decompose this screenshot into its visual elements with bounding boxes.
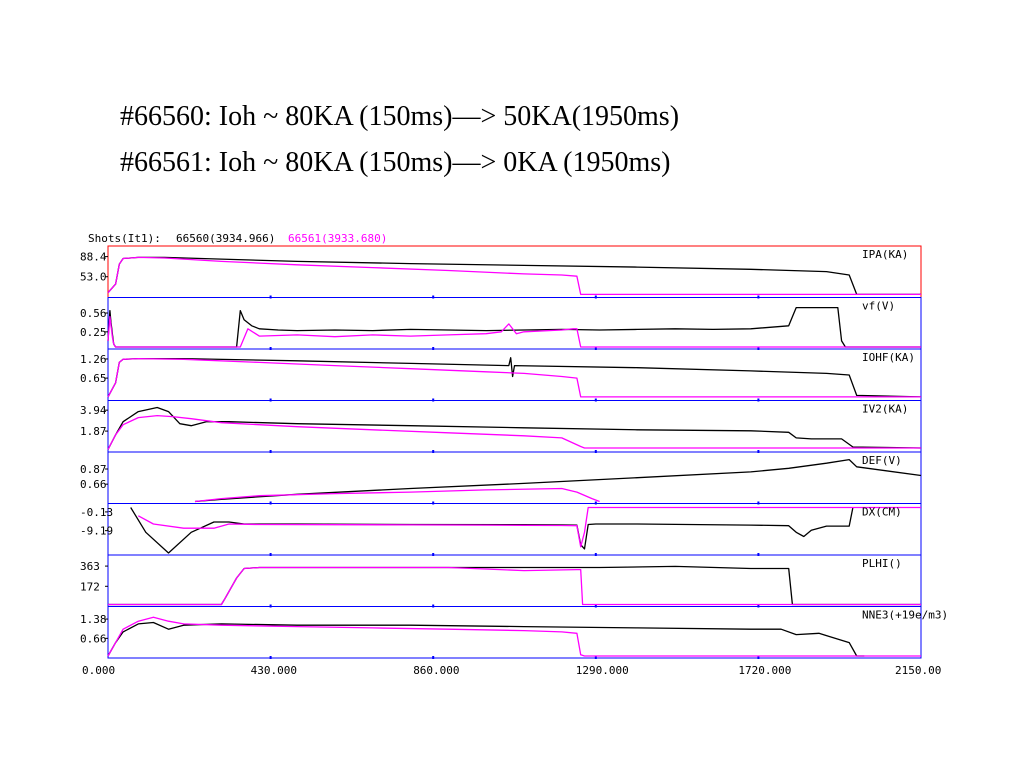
x-tick-label: 1720.000 [738, 664, 791, 677]
panel-dx-cm: -0.13 -9.19 DX(CM) [80, 503, 922, 556]
panel-frame [107, 245, 922, 298]
y-tick-label: -0.13 [80, 506, 113, 519]
panel-label: IOHF(KA) [862, 351, 915, 364]
series-line-66560 [107, 406, 922, 450]
panel-label: vf(V) [862, 300, 895, 313]
y-tick-label: 363 [80, 560, 100, 573]
y-tick-label: 3.94 [80, 404, 107, 417]
panel-ipa-ka: 88.4 53.0 IPA(KA) [80, 245, 922, 299]
series-line-66561 [194, 487, 600, 503]
panel-frame [107, 606, 922, 659]
y-tick-label: 1.26 [80, 353, 107, 366]
panel-label: IPA(KA) [862, 248, 908, 261]
y-tick-label: 1.38 [80, 613, 107, 626]
y-tick-label: 0.25 [80, 326, 107, 339]
panel-tick [269, 656, 272, 659]
panel-label: IV2(KA) [862, 403, 908, 416]
series-line-66561 [107, 616, 921, 657]
y-tick-label: 0.65 [80, 372, 107, 385]
y-tick-label: 0.66 [80, 632, 107, 645]
panel-label: PLHI() [862, 557, 902, 570]
panel-nne3-19e-m3: 1.38 0.66 NNE3(+19e/m3) [80, 606, 948, 659]
panel-def-v: 0.87 0.66 DEF(V) [80, 451, 922, 505]
series-line-66561 [108, 566, 921, 606]
series-line-66561 [107, 256, 921, 296]
y-tick-label: 0.56 [80, 307, 107, 320]
series-line-66560 [107, 256, 921, 296]
panel-tick [594, 656, 597, 659]
panel-label: DX(CM) [862, 506, 902, 519]
series-line-66560 [107, 306, 921, 348]
y-tick-label: 0.66 [80, 478, 107, 491]
y-tick-label: 0.87 [80, 463, 107, 476]
panel-label: DEF(V) [862, 454, 902, 467]
chart-header: Shots(It1): 66560(3934.966) 66561(3933.6… [88, 232, 387, 245]
panel-frame [107, 348, 922, 401]
x-tick-label: 0.000 [82, 664, 115, 677]
slide-title-block: #66560: Ioh ~ 80KA (150ms)—> 50KA(1950ms… [120, 94, 679, 186]
y-tick-label: 53.0 [80, 271, 107, 284]
panel-plhi: 363 172 PLHI() [80, 554, 922, 608]
series-line-66560 [194, 458, 922, 503]
panel-tick [757, 656, 760, 659]
y-tick-label: -9.19 [80, 525, 113, 538]
header-shot-66560: 66560(3934.966) [176, 232, 275, 245]
panel-iv2-ka: 3.94 1.87 IV2(KA) [80, 400, 922, 453]
x-tick-label: 860.000 [413, 664, 459, 677]
series-line-66561 [137, 506, 921, 548]
x-tick-label: 1290.000 [576, 664, 629, 677]
series-line-66561 [107, 316, 921, 348]
shot-66560-title: #66560: Ioh ~ 80KA (150ms)—> 50KA(1950ms… [120, 101, 680, 132]
panel-frame [107, 400, 922, 453]
y-tick-label: 1.87 [80, 425, 107, 438]
series-line-66560 [108, 565, 921, 606]
x-tick-label: 430.000 [251, 664, 297, 677]
panel-frame [107, 554, 922, 607]
panel-vf-v: 0.56 0.25 vf(V) [80, 297, 922, 350]
panel-frame [107, 451, 922, 504]
header-prefix: Shots(It1): [88, 232, 161, 245]
panel-frame [107, 297, 922, 350]
series-line-66560 [107, 621, 865, 657]
panel-iohf-ka: 1.26 0.65 IOHF(KA) [80, 348, 922, 402]
chart-panels: 88.4 53.0 IPA(KA) 0.56 0.25 vf(V) 1.26 0.65 IOHF… [80, 245, 948, 659]
panel-label: NNE3(+19e/m3) [862, 609, 948, 622]
panel-tick [432, 656, 435, 659]
series-line-66561 [107, 357, 921, 398]
series-line-66561 [107, 414, 921, 450]
y-tick-label: 88.4 [80, 251, 107, 264]
x-axis: 0.000 430.000 860.000 1290.000 1720.000 2150.… [82, 664, 941, 677]
series-line-66560 [107, 357, 922, 398]
shot-66561-title: #66561: Ioh ~ 80KA (150ms)—> 0KA (1950ms… [120, 147, 671, 178]
panel-frame [107, 503, 922, 556]
x-tick-label: 2150.00 [895, 664, 941, 677]
y-tick-label: 172 [80, 580, 100, 593]
series-line-66560 [130, 507, 854, 554]
header-shot-66561: 66561(3933.680) [288, 232, 387, 245]
